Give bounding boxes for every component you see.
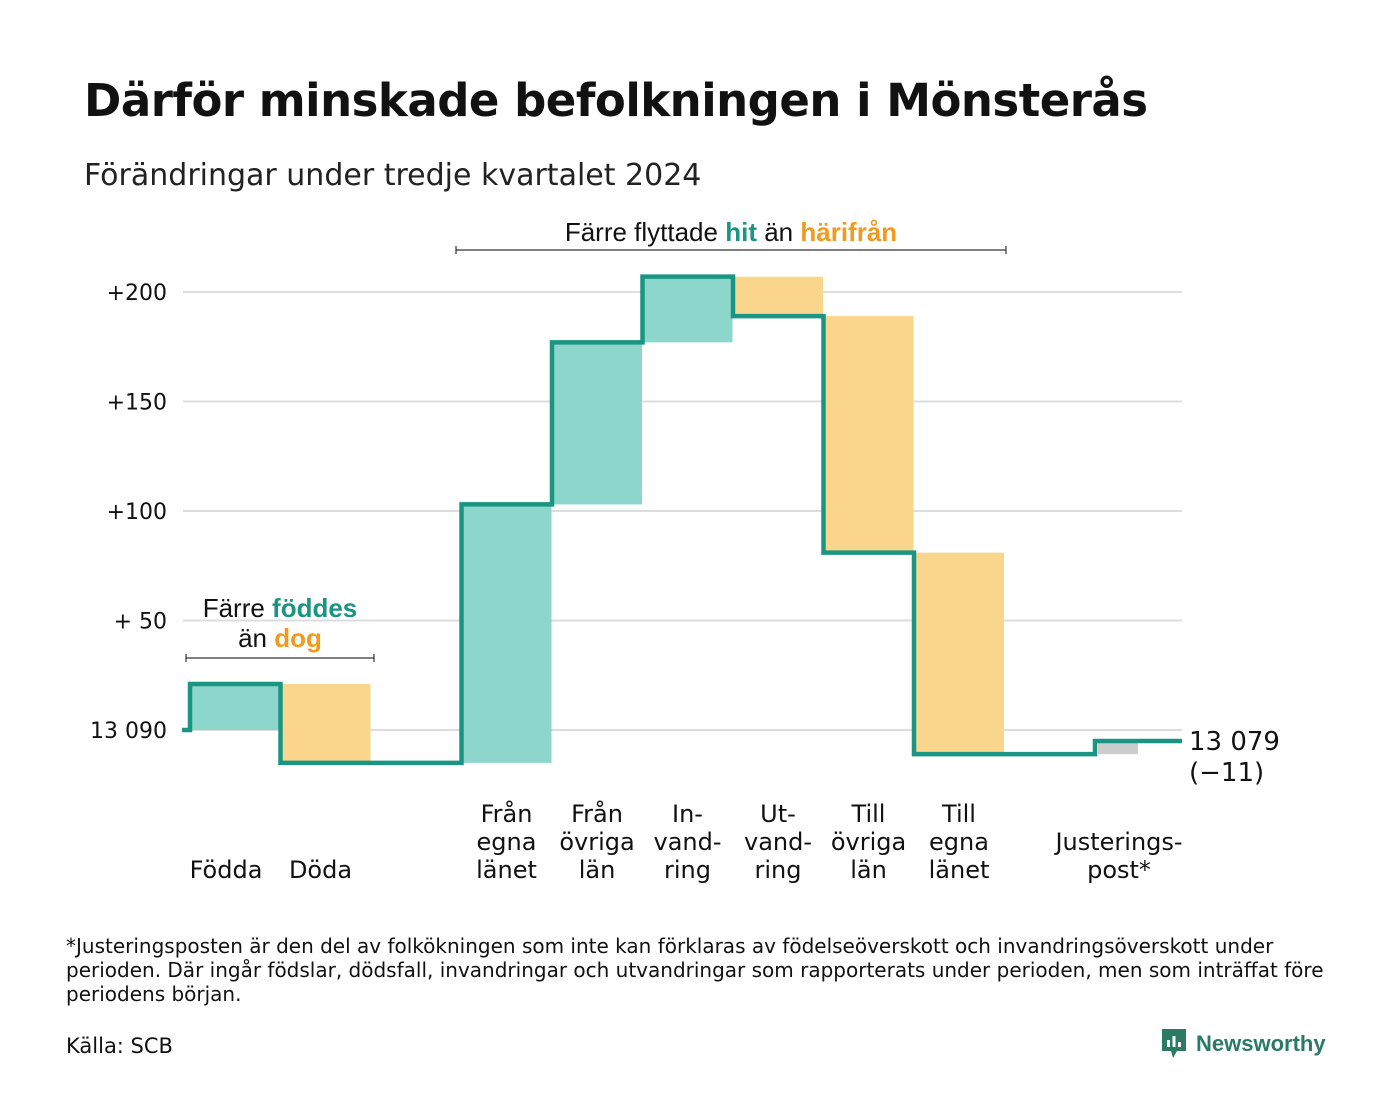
bars: [190, 276, 1138, 763]
x-label-justeringspost: Justerings-: [1053, 828, 1182, 856]
y-tick-label: +200: [107, 281, 167, 306]
annotation-segment: dog: [274, 623, 322, 653]
annotation-segment: föddes: [272, 593, 357, 623]
bar-fran_egna_lanet: [461, 504, 552, 763]
y-tick-label: + 50: [114, 610, 167, 635]
x-label-till_ovriga_lan: Till: [851, 800, 886, 828]
y-tick-label: 13 090: [90, 719, 167, 744]
x-label-invandring: ring: [664, 856, 711, 884]
x-label-fran_ovriga_lan: övriga: [559, 828, 634, 856]
newsworthy-logo-icon: [1162, 1029, 1186, 1058]
x-label-justeringspost: post*: [1087, 856, 1151, 884]
annotation-segment: Färre: [203, 593, 272, 623]
annotation-text: än dog: [238, 623, 322, 653]
step-line: [182, 274, 1182, 766]
annotation-segment: härifrån: [800, 217, 897, 247]
x-label-till_ovriga_lan: län: [850, 856, 887, 884]
x-label-till_egna_lanet: egna: [929, 828, 989, 856]
x-label-utvandring: ring: [755, 856, 802, 884]
x-label-fran_egna_lanet: egna: [477, 828, 537, 856]
footnote: *Justeringsposten är den del av folkökni…: [66, 934, 1324, 1006]
end-value-label: 13 079: [1189, 727, 1280, 757]
chart-subtitle: Förändringar under tredje kvartalet 2024: [84, 158, 702, 193]
annotation-segment: hit: [725, 217, 757, 247]
x-label-fran_egna_lanet: Från: [481, 799, 533, 828]
bar-till_egna_lanet: [914, 552, 1004, 755]
net-change-label: (−11): [1189, 758, 1264, 788]
x-label-invandring: In-: [672, 800, 703, 828]
x-label-till_egna_lanet: Till: [941, 800, 976, 828]
bar-fran_ovriga_lan: [552, 342, 642, 505]
bar-doda: [280, 684, 371, 763]
brand-logo: Newsworthy: [1160, 1026, 1326, 1062]
grid-lines: [183, 291, 1182, 731]
bar-till_ovriga_lan: [823, 316, 914, 553]
x-label-utvandring: vand-: [744, 828, 812, 856]
y-axis-tick-labels: 13 090 + 50 +100 +150 +200: [90, 281, 167, 744]
x-label-fodda: Födda: [190, 856, 263, 884]
bar-justeringspost: [1098, 740, 1138, 755]
x-label-utvandring: Ut-: [760, 800, 796, 828]
y-tick-label: +100: [107, 500, 167, 525]
annotation-segment: Färre flyttade: [565, 217, 725, 247]
x-label-fran_ovriga_lan: län: [579, 856, 616, 884]
x-label-till_egna_lanet: länet: [929, 856, 990, 884]
step-lines: [182, 274, 1182, 766]
bar-fodda: [190, 684, 280, 730]
x-axis-category-labels: Födda DödaFrånegnalänetFrånövrigalänIn-va…: [190, 799, 1183, 884]
source-credit: Källa: SCB: [66, 1034, 173, 1058]
x-label-fran_ovriga_lan: Från: [571, 799, 623, 828]
annotation-migration: Färre flyttade hit än härifrån: [455, 217, 1007, 254]
bar-utvandring: [733, 276, 823, 317]
x-label-till_ovriga_lan: övriga: [831, 828, 906, 856]
annotation-segment: än: [757, 217, 800, 247]
annotation-text: Färre föddes: [203, 593, 358, 623]
brand-name: Newsworthy: [1196, 1031, 1326, 1056]
annotation-segment: än: [238, 623, 274, 653]
bar-invandring: [642, 276, 733, 343]
waterfall-chart: 13 090+ 50+100+150+200 Födda DödaFrånegna…: [90, 217, 1280, 884]
annotation-text: Färre flyttade hit än härifrån: [565, 217, 897, 247]
x-label-fran_egna_lanet: länet: [476, 856, 537, 884]
y-tick-label: +150: [107, 391, 167, 416]
chart-title: Därför minskade befolkningen i Mönsterås: [84, 74, 1148, 127]
x-label-invandring: vand-: [653, 828, 721, 856]
x-label-doda: Döda: [289, 856, 352, 884]
end-value-labels: 13 079(−11): [1189, 727, 1280, 788]
